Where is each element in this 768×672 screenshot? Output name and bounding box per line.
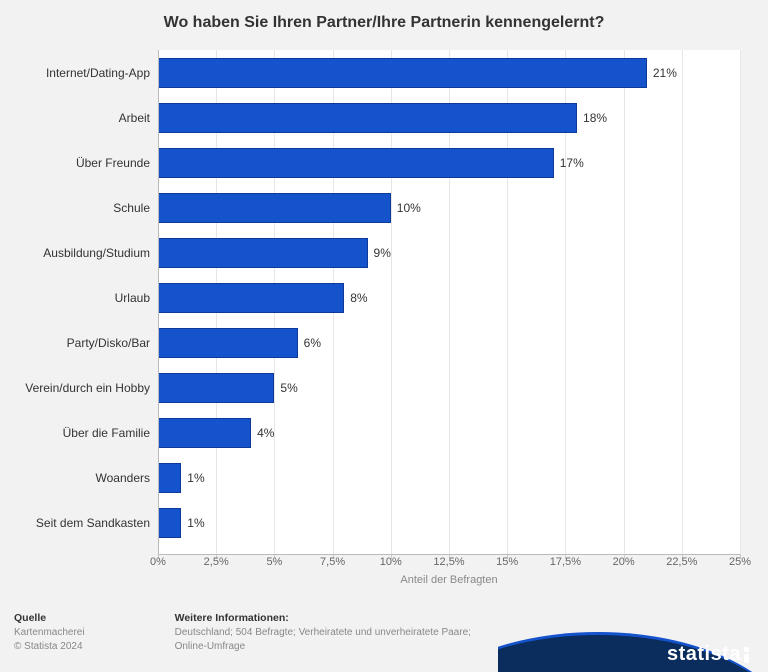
statista-logo: statista [498,630,768,672]
y-category-label: Urlaub [0,291,150,305]
bar-row: 17% [158,148,584,178]
y-category-label: Ausbildung/Studium [0,246,150,260]
bar [158,373,274,403]
source-head: Quelle [14,612,85,624]
x-tick-label: 0% [150,556,166,568]
x-tick-label: 25% [729,556,751,568]
chart-plot-area: 21% 18% 17% 10% 9% 8% 6% 5% 4% 1% 1% [158,50,740,554]
footer-source: Quelle Kartenmacherei © Statista 2024 [14,612,85,672]
bars-container: 21% 18% 17% 10% 9% 8% 6% 5% 4% 1% 1% [158,50,740,554]
bar-value-label: 18% [583,111,607,125]
bar-value-label: 17% [560,156,584,170]
chart-title: Wo haben Sie Ihren Partner/Ihre Partneri… [0,0,768,42]
bar-row: 8% [158,283,368,313]
y-axis-labels: Internet/Dating-App Arbeit Über Freunde Sch… [0,50,150,554]
bar [158,103,577,133]
x-tick-label: 12,5% [433,556,464,568]
info-line: Online-Umfrage [175,640,471,654]
source-line: Kartenmacherei [14,626,85,640]
y-category-label: Seit dem Sandkasten [0,516,150,530]
x-tick-label: 7,5% [320,556,345,568]
bar [158,193,391,223]
y-axis-line [158,50,159,554]
bar [158,58,647,88]
logo-mark-icon [744,647,750,663]
x-axis-line [158,554,740,555]
x-tick-label: 17,5% [550,556,581,568]
bar [158,418,251,448]
bar [158,508,181,538]
bar-value-label: 4% [257,426,274,440]
info-head: Weitere Informationen: [175,612,471,624]
bar-row: 1% [158,463,205,493]
gridline [740,50,741,554]
x-tick-label: 22,5% [666,556,697,568]
bar [158,238,368,268]
bar [158,463,181,493]
x-tick-label: 20% [613,556,635,568]
bar-value-label: 6% [304,336,321,350]
x-tick-label: 5% [266,556,282,568]
bar [158,283,344,313]
bar-row: 1% [158,508,205,538]
y-category-label: Schule [0,201,150,215]
bar-row: 18% [158,103,607,133]
bar [158,148,554,178]
y-category-label: Woanders [0,471,150,485]
source-copyright: © Statista 2024 [14,640,85,654]
bar-row: 6% [158,328,321,358]
bar-value-label: 1% [187,516,204,530]
bar-value-label: 21% [653,66,677,80]
x-tick-label: 15% [496,556,518,568]
y-category-label: Internet/Dating-App [0,66,150,80]
y-category-label: Über Freunde [0,156,150,170]
logo-text: statista [667,643,750,666]
bar-row: 10% [158,193,421,223]
y-category-label: Über die Familie [0,426,150,440]
bar-row: 9% [158,238,391,268]
footer-info: Weitere Informationen: Deutschland; 504 … [175,612,471,672]
x-axis-labels: 0%2,5%5%7,5%10%12,5%15%17,5%20%22,5%25% [158,554,740,574]
bar-value-label: 1% [187,471,204,485]
x-tick-label: 2,5% [204,556,229,568]
bar-row: 5% [158,373,298,403]
bar-value-label: 10% [397,201,421,215]
bar [158,328,298,358]
x-axis-title: Anteil der Befragten [158,574,740,586]
y-category-label: Party/Disko/Bar [0,336,150,350]
y-category-label: Verein/durch ein Hobby [0,381,150,395]
bar-value-label: 5% [280,381,297,395]
info-line: Deutschland; 504 Befragte; Verheiratete … [175,626,471,640]
bar-value-label: 9% [374,246,391,260]
x-tick-label: 10% [380,556,402,568]
bar-row: 21% [158,58,677,88]
bar-row: 4% [158,418,274,448]
y-category-label: Arbeit [0,111,150,125]
bar-value-label: 8% [350,291,367,305]
